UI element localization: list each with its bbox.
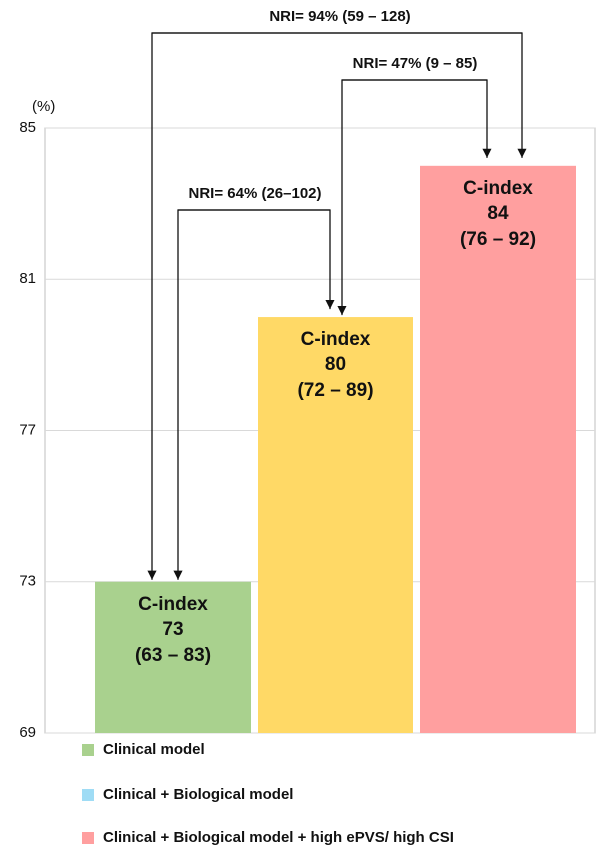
bar bbox=[420, 165, 576, 733]
ci-label: (76 – 92) bbox=[460, 229, 536, 250]
ci-label: (63 – 83) bbox=[135, 645, 211, 666]
bar bbox=[258, 317, 413, 733]
value-label: 80 bbox=[325, 354, 346, 375]
value-label: 73 bbox=[162, 619, 183, 640]
y-unit-label: (%) bbox=[32, 98, 55, 115]
value-label: 84 bbox=[487, 203, 509, 224]
y-tick-label: 73 bbox=[19, 573, 36, 590]
bar bbox=[95, 581, 251, 733]
legend-label: Clinical + Biological model + high ePVS/… bbox=[103, 829, 454, 846]
y-tick-label: 69 bbox=[19, 724, 36, 741]
legend-label: Clinical model bbox=[103, 741, 205, 758]
bar-title: C-index bbox=[301, 329, 371, 350]
legend-swatch bbox=[82, 789, 94, 801]
nri-label: NRI= 94% (59 – 128) bbox=[269, 8, 410, 25]
bar-title: C-index bbox=[138, 594, 208, 615]
nri-label: NRI= 64% (26–102) bbox=[189, 185, 322, 202]
legend-swatch bbox=[82, 832, 94, 844]
nri-connector bbox=[152, 32, 527, 158]
nri-connector bbox=[342, 79, 492, 158]
nri-label: NRI= 47% (9 – 85) bbox=[353, 55, 478, 72]
bar-title: C-index bbox=[463, 178, 533, 199]
y-tick-label: 77 bbox=[19, 421, 36, 438]
y-tick-label: 85 bbox=[19, 119, 36, 136]
legend-label: Clinical + Biological model bbox=[103, 786, 293, 803]
ci-label: (72 – 89) bbox=[297, 380, 373, 401]
legend-swatch bbox=[82, 744, 94, 756]
y-tick-label: 81 bbox=[19, 270, 36, 287]
nri-connector bbox=[178, 209, 335, 310]
